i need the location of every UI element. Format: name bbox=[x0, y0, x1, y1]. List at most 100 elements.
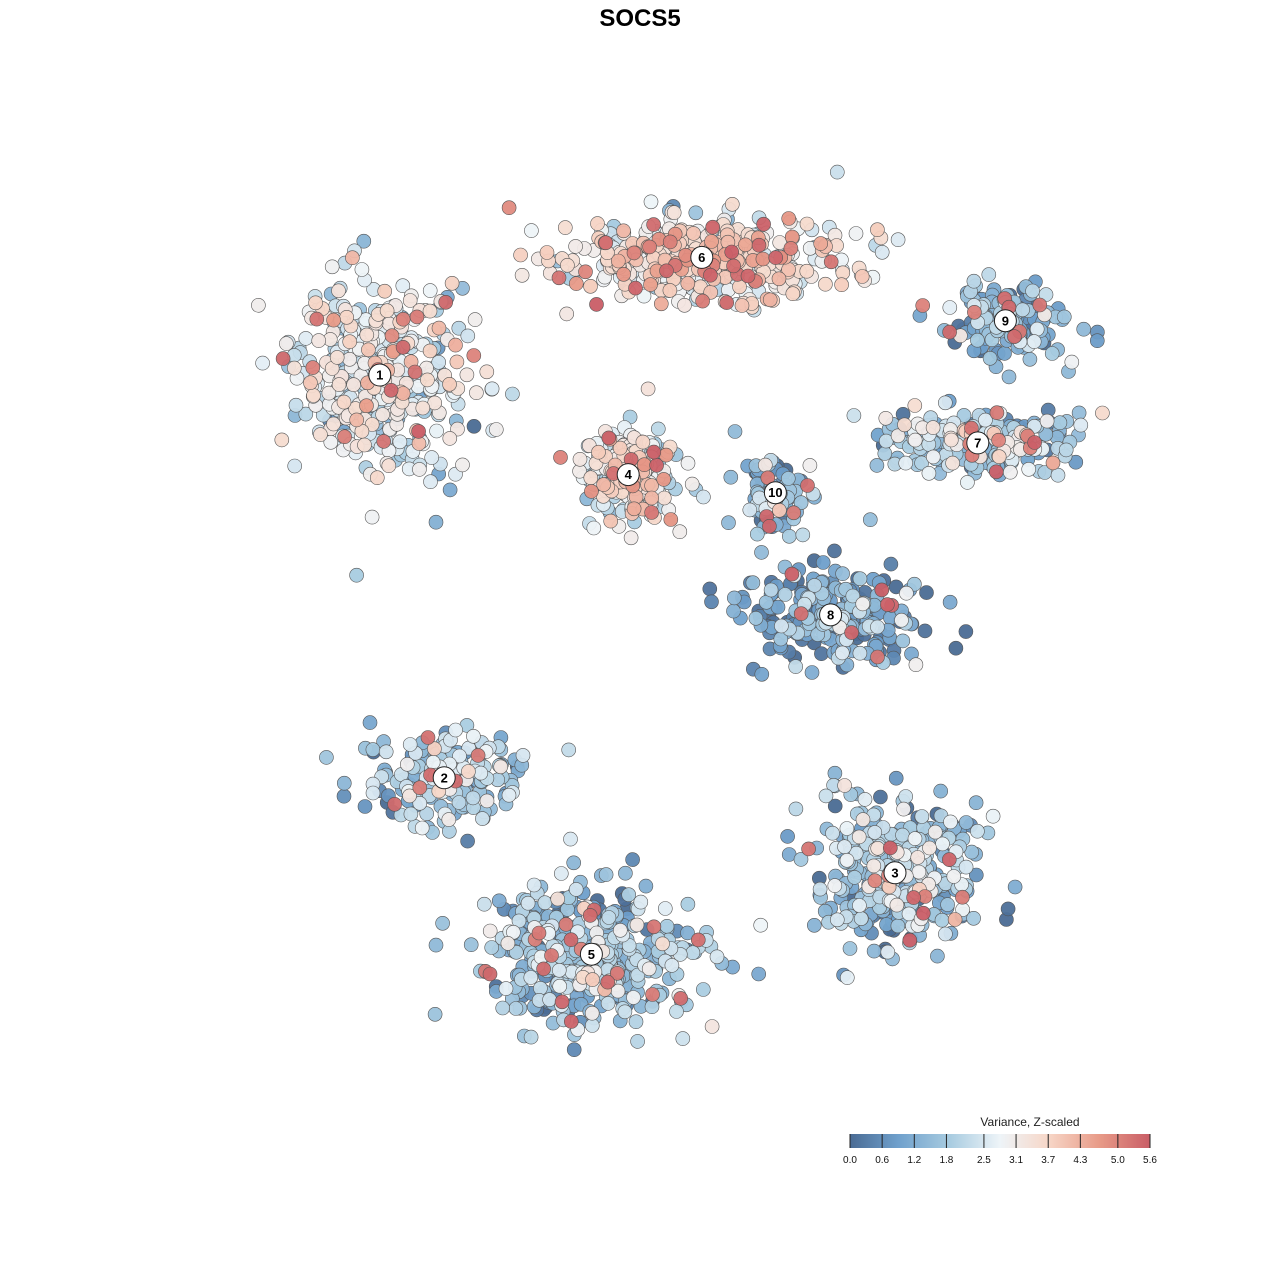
data-point bbox=[964, 844, 980, 860]
data-point bbox=[656, 490, 672, 506]
data-point bbox=[414, 820, 430, 836]
data-point bbox=[412, 462, 427, 477]
data-point bbox=[279, 336, 294, 351]
data-point bbox=[968, 867, 984, 883]
data-point bbox=[942, 300, 958, 315]
data-point bbox=[636, 457, 652, 473]
data-point bbox=[428, 514, 444, 530]
data-point bbox=[495, 1000, 511, 1016]
data-point bbox=[356, 233, 372, 249]
cluster-label-marker bbox=[819, 603, 843, 627]
data-point bbox=[772, 502, 787, 518]
data-point bbox=[874, 582, 890, 598]
data-point bbox=[1050, 467, 1066, 483]
data-point bbox=[1007, 329, 1022, 344]
data-point bbox=[402, 293, 418, 308]
data-point bbox=[601, 910, 617, 925]
data-point bbox=[589, 297, 604, 312]
data-point bbox=[862, 512, 878, 528]
data-point bbox=[515, 748, 531, 763]
data-point bbox=[572, 451, 588, 467]
color-legend-tick-label: 0.6 bbox=[875, 1155, 889, 1166]
cluster-label-3: 3 bbox=[883, 861, 907, 885]
data-point bbox=[827, 543, 842, 559]
data-point bbox=[955, 889, 970, 905]
cluster-label-text: 1 bbox=[376, 368, 383, 383]
data-point bbox=[870, 619, 885, 635]
data-point bbox=[890, 232, 906, 247]
data-point bbox=[376, 434, 392, 449]
data-point bbox=[466, 418, 482, 434]
data-point bbox=[609, 965, 625, 981]
data-point bbox=[501, 200, 517, 215]
data-point bbox=[704, 1019, 720, 1034]
data-point bbox=[1052, 415, 1068, 431]
data-point bbox=[867, 873, 883, 889]
data-point bbox=[774, 618, 789, 634]
data-point bbox=[726, 603, 741, 619]
data-point bbox=[1064, 354, 1080, 370]
data-point bbox=[621, 887, 637, 903]
data-point bbox=[818, 788, 834, 804]
data-point bbox=[395, 339, 411, 355]
color-legend-title: Variance, Z-scaled bbox=[980, 1115, 1079, 1129]
data-point bbox=[869, 458, 885, 473]
data-point bbox=[455, 457, 470, 473]
data-point bbox=[937, 395, 953, 411]
data-point bbox=[721, 515, 736, 531]
data-point bbox=[309, 311, 325, 327]
data-point bbox=[780, 829, 795, 844]
data-point bbox=[852, 571, 868, 587]
data-point bbox=[989, 405, 1005, 421]
data-point bbox=[346, 377, 361, 393]
data-point bbox=[467, 312, 483, 327]
data-point bbox=[753, 917, 769, 933]
data-point bbox=[431, 320, 447, 336]
data-point bbox=[834, 645, 850, 661]
data-point bbox=[677, 297, 692, 313]
data-point bbox=[1044, 346, 1060, 361]
data-point bbox=[662, 283, 678, 298]
data-point bbox=[882, 840, 898, 856]
data-point bbox=[452, 748, 467, 764]
data-point bbox=[628, 1014, 644, 1030]
data-point bbox=[844, 625, 859, 640]
data-point bbox=[934, 912, 950, 928]
data-point bbox=[815, 555, 831, 570]
data-point bbox=[723, 469, 739, 485]
data-point bbox=[762, 292, 778, 308]
data-point bbox=[321, 385, 337, 401]
cluster-label-text: 3 bbox=[891, 865, 898, 880]
data-point bbox=[888, 770, 904, 786]
data-point bbox=[914, 455, 929, 471]
data-point bbox=[475, 811, 490, 826]
data-point bbox=[834, 277, 849, 293]
cluster-label-10: 10 bbox=[763, 481, 787, 505]
data-point bbox=[646, 217, 661, 232]
data-point bbox=[491, 893, 507, 909]
data-point bbox=[846, 408, 862, 423]
data-point bbox=[427, 741, 442, 757]
data-point bbox=[616, 223, 631, 239]
data-point bbox=[960, 475, 975, 490]
data-point bbox=[867, 825, 883, 840]
data-point bbox=[1021, 461, 1036, 477]
data-point bbox=[786, 505, 802, 521]
data-point bbox=[1000, 901, 1016, 917]
data-point bbox=[319, 750, 334, 765]
data-point bbox=[550, 891, 566, 907]
data-point bbox=[813, 236, 829, 251]
data-point bbox=[591, 444, 606, 460]
data-point bbox=[704, 594, 719, 610]
data-point bbox=[991, 432, 1006, 448]
data-point bbox=[942, 324, 957, 340]
data-point bbox=[423, 474, 438, 490]
data-point bbox=[643, 194, 659, 210]
data-point bbox=[412, 780, 428, 796]
data-point bbox=[874, 245, 890, 260]
data-point bbox=[966, 273, 982, 289]
data-point bbox=[663, 512, 679, 527]
color-legend-tick-label: 3.7 bbox=[1041, 1155, 1055, 1166]
data-point bbox=[664, 958, 680, 973]
data-point bbox=[946, 869, 962, 884]
